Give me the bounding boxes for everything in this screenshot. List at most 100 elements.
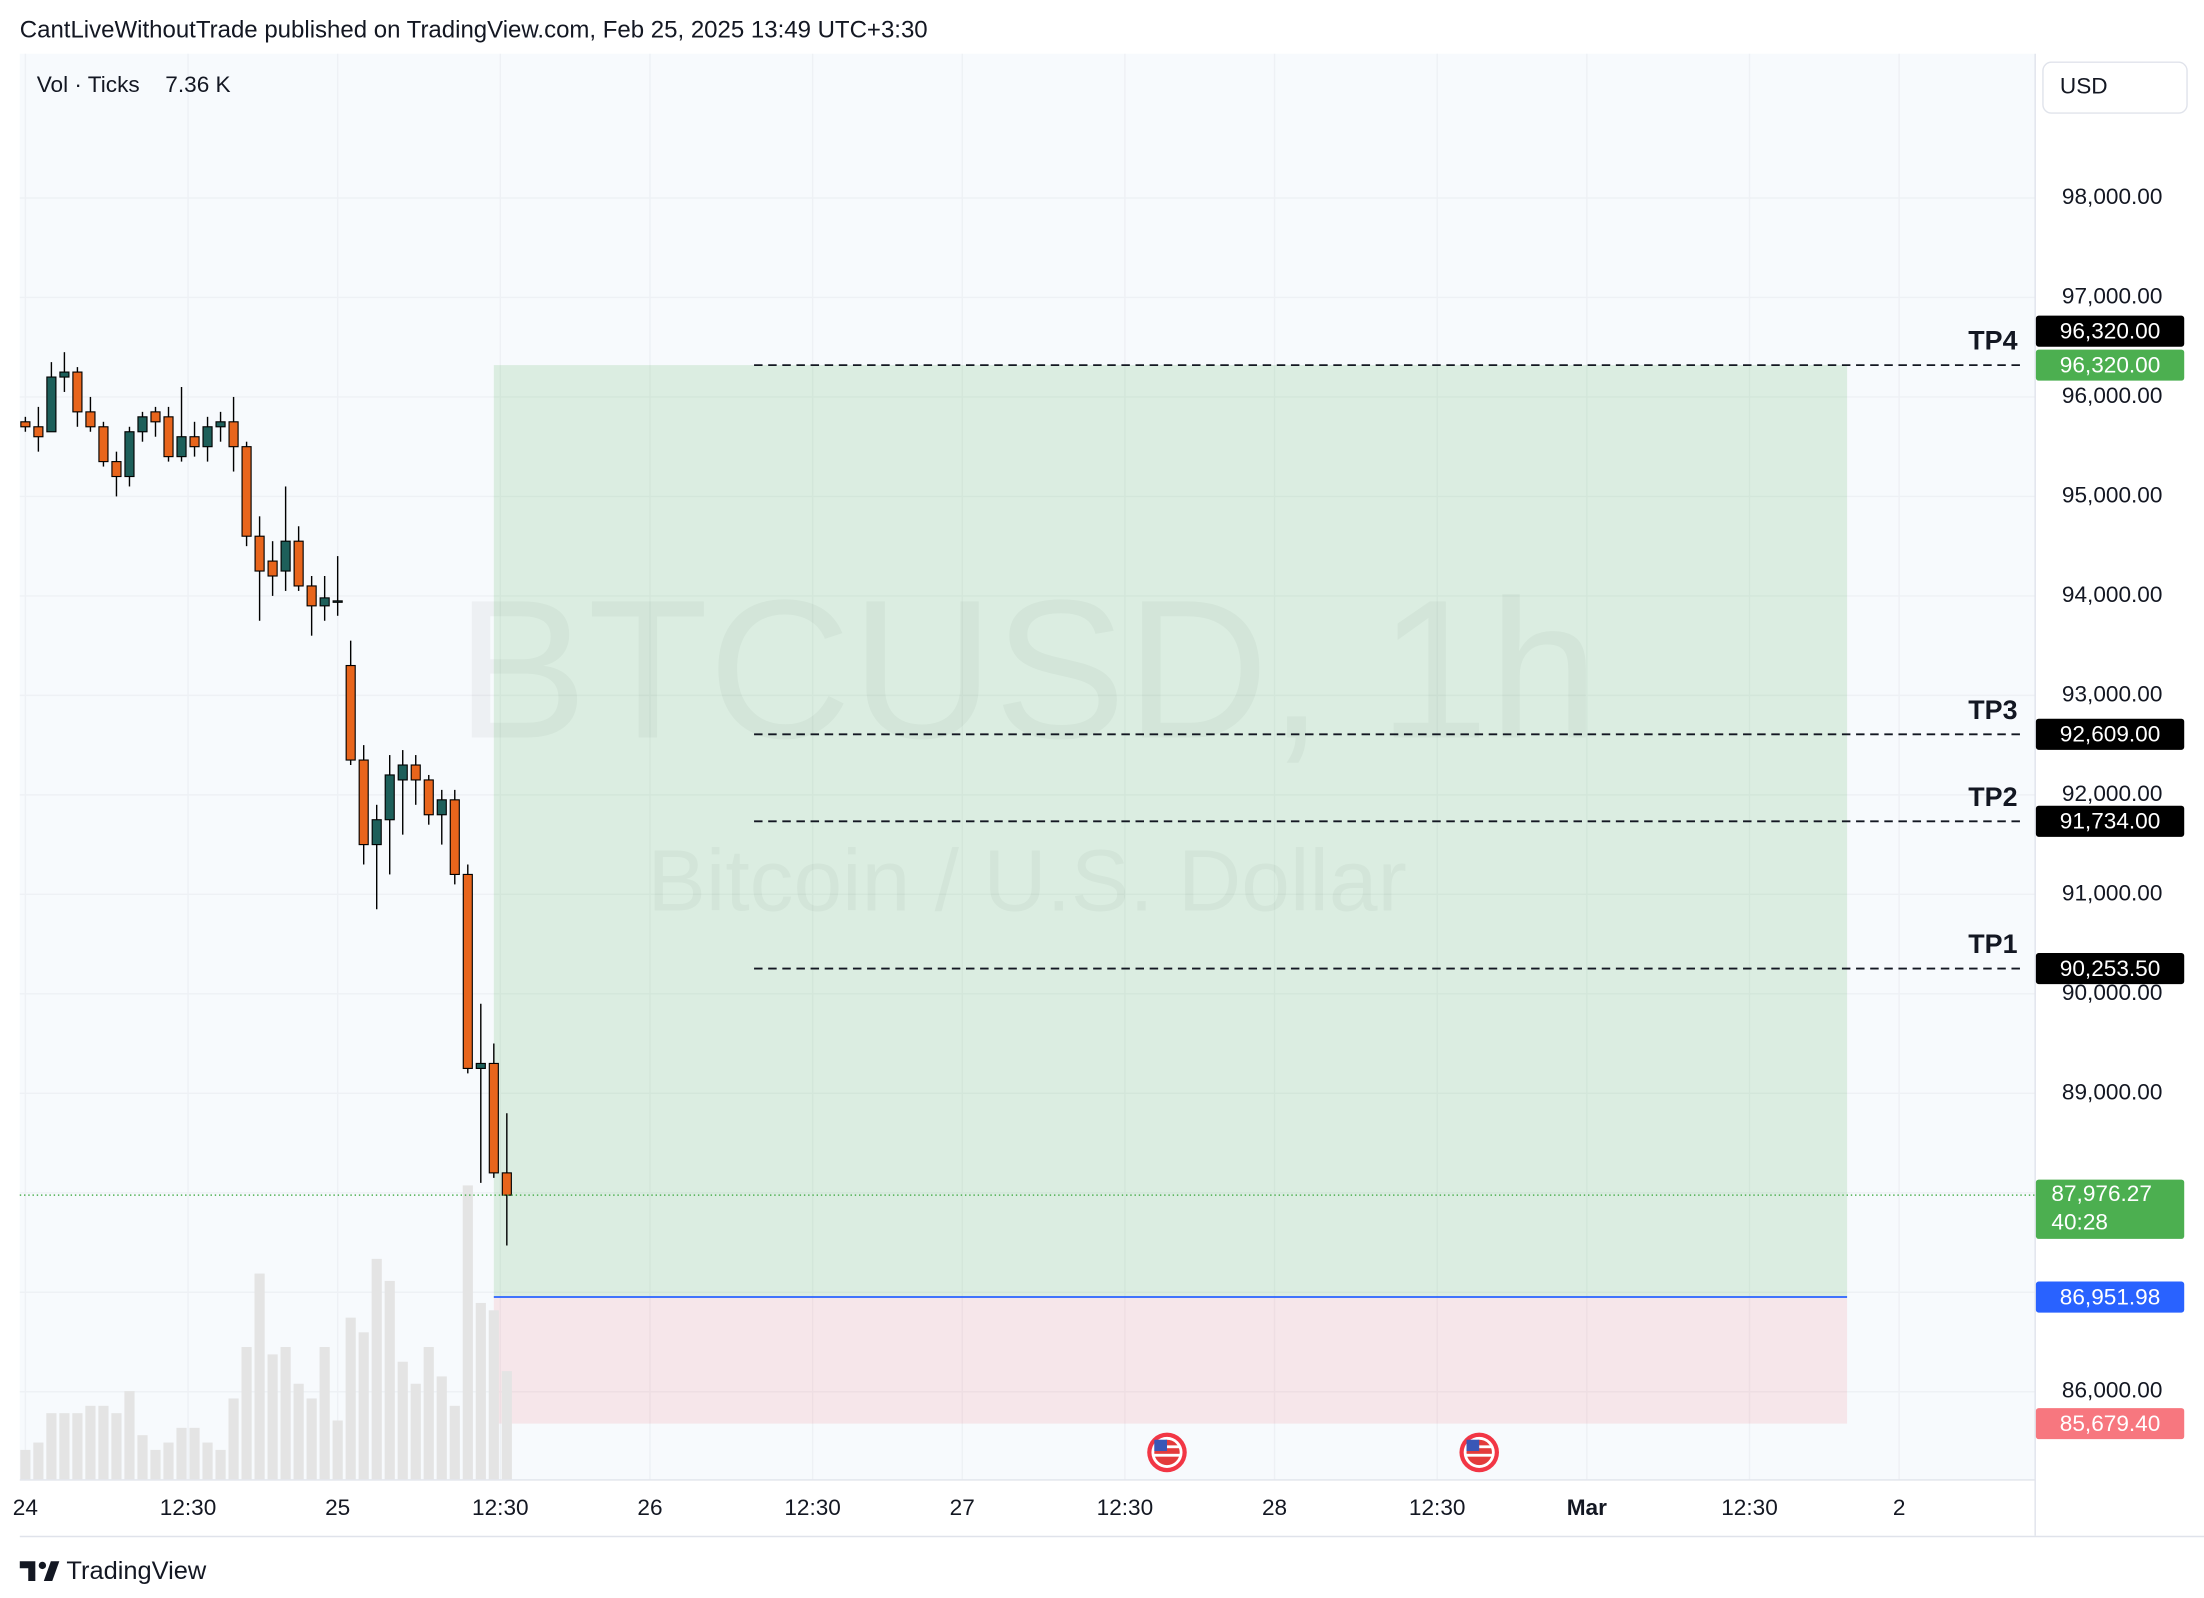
candle-body	[267, 560, 278, 577]
tp-badge	[2035, 805, 2185, 837]
candle-body	[384, 774, 395, 821]
volume-bar	[85, 1405, 96, 1480]
candle-body	[215, 421, 226, 428]
volume-bar	[423, 1347, 434, 1480]
entry-label: 86,951.98	[2060, 1284, 2161, 1309]
y-tick-label: 93,000.00	[2062, 681, 2163, 706]
candle-body	[137, 416, 148, 433]
y-tick-label: 91,000.00	[2062, 880, 2163, 905]
volume-bar	[215, 1449, 226, 1480]
profit-zone	[493, 365, 1848, 1298]
x-tick-label: 26	[637, 1495, 662, 1520]
candle-body	[33, 426, 44, 438]
candle-body	[436, 799, 447, 816]
watermark-subtitle: Bitcoin / U.S. Dollar	[647, 831, 1406, 929]
candle-body	[332, 600, 343, 603]
x-tick-label: 27	[950, 1495, 975, 1520]
volume-bar	[488, 1310, 499, 1480]
candle-body	[202, 426, 213, 448]
volume-bar	[59, 1413, 70, 1480]
volume-bar	[33, 1442, 44, 1480]
tp-name: TP3	[1968, 695, 2017, 725]
y-tick-label: 92,000.00	[2062, 781, 2163, 806]
x-tick-label: 12:30	[1097, 1495, 1154, 1520]
volume-bar	[124, 1391, 135, 1480]
currency[interactable]: USD	[2060, 74, 2108, 99]
volume-bar	[319, 1347, 330, 1480]
candle-body	[423, 779, 434, 816]
tp-name: TP2	[1968, 782, 2017, 812]
candle-body	[488, 1062, 499, 1174]
x-tick-label: 12:30	[160, 1495, 217, 1520]
candle-body	[410, 764, 421, 781]
header: CantLiveWithoutTrade published on Tradin…	[20, 16, 928, 43]
candle-body	[85, 411, 96, 428]
tp-name: TP4	[1968, 326, 2017, 356]
candle-body	[462, 873, 473, 1069]
volume-bar	[462, 1185, 473, 1480]
event-icon	[1147, 1432, 1187, 1473]
candle-body	[189, 436, 200, 448]
countdown: 40:28	[2051, 1209, 2108, 1234]
candle-body	[306, 585, 317, 607]
tp-badge	[2035, 315, 2185, 347]
volume-layer	[20, 1185, 512, 1480]
volume-bar	[501, 1371, 512, 1480]
candle-body	[163, 416, 174, 458]
target-label: 96,320.00	[2060, 352, 2161, 377]
volume-bar	[46, 1413, 57, 1480]
candle-body	[98, 426, 109, 463]
volume-value: 7.36 K	[165, 72, 230, 97]
volume-bar	[371, 1258, 382, 1480]
y-tick-label: 98,000.00	[2062, 184, 2163, 209]
watermark: BTCUSD, 1h	[456, 559, 1599, 780]
volume-bar	[189, 1427, 200, 1480]
loss-zone	[493, 1297, 1848, 1424]
tp-name: TP1	[1968, 929, 2017, 959]
brand-logo	[19, 1561, 60, 1581]
candle-body	[397, 764, 408, 781]
volume-bar	[267, 1354, 278, 1480]
volume-bar	[449, 1405, 460, 1480]
volume-bar	[163, 1442, 174, 1480]
tp-label: 91,734.00	[2060, 809, 2161, 834]
candle-body	[150, 411, 161, 423]
volume-bar	[150, 1449, 161, 1480]
volume-label: Vol · Ticks	[37, 72, 140, 97]
last-price-label: 87,976.27	[2051, 1181, 2152, 1206]
volume-bar	[293, 1383, 304, 1480]
y-tick-label: 97,000.00	[2062, 283, 2163, 308]
volume-bar	[280, 1347, 291, 1480]
volume-bar	[20, 1449, 31, 1480]
candle-layer	[20, 352, 512, 1246]
volume-bar	[475, 1302, 486, 1480]
candle-body	[293, 540, 304, 587]
volume-bar	[397, 1361, 408, 1480]
candle-body	[280, 540, 291, 572]
volume-bar	[306, 1398, 317, 1480]
volume-bar	[384, 1280, 395, 1480]
entry-badge	[2035, 1281, 2185, 1313]
x-tick-label: 24	[13, 1495, 38, 1520]
volume-bar	[241, 1347, 252, 1480]
x-tick-label: Mar	[1567, 1495, 1607, 1520]
tp-label: 96,320.00	[2060, 319, 2161, 344]
candle-body	[319, 597, 330, 607]
stop-label: 85,679.40	[2060, 1411, 2161, 1436]
currency-button[interactable]	[2042, 61, 2188, 114]
x-tick-label: 25	[325, 1495, 350, 1520]
volume-bar	[254, 1273, 265, 1480]
candle-body	[449, 799, 460, 876]
tp-badge	[2035, 718, 2185, 750]
volume-bar	[345, 1317, 356, 1480]
y-tick-label: 86,000.00	[2062, 1378, 2163, 1403]
volume-bar	[332, 1420, 343, 1480]
candle-body	[345, 664, 356, 761]
y-tick-label: 95,000.00	[2062, 482, 2163, 507]
axis-layer: 86,000.0088,000.0089,000.0090,000.0091,0…	[13, 184, 2185, 1520]
candle-body	[46, 376, 57, 433]
volume-bar	[98, 1405, 109, 1480]
candle-body	[111, 461, 122, 478]
